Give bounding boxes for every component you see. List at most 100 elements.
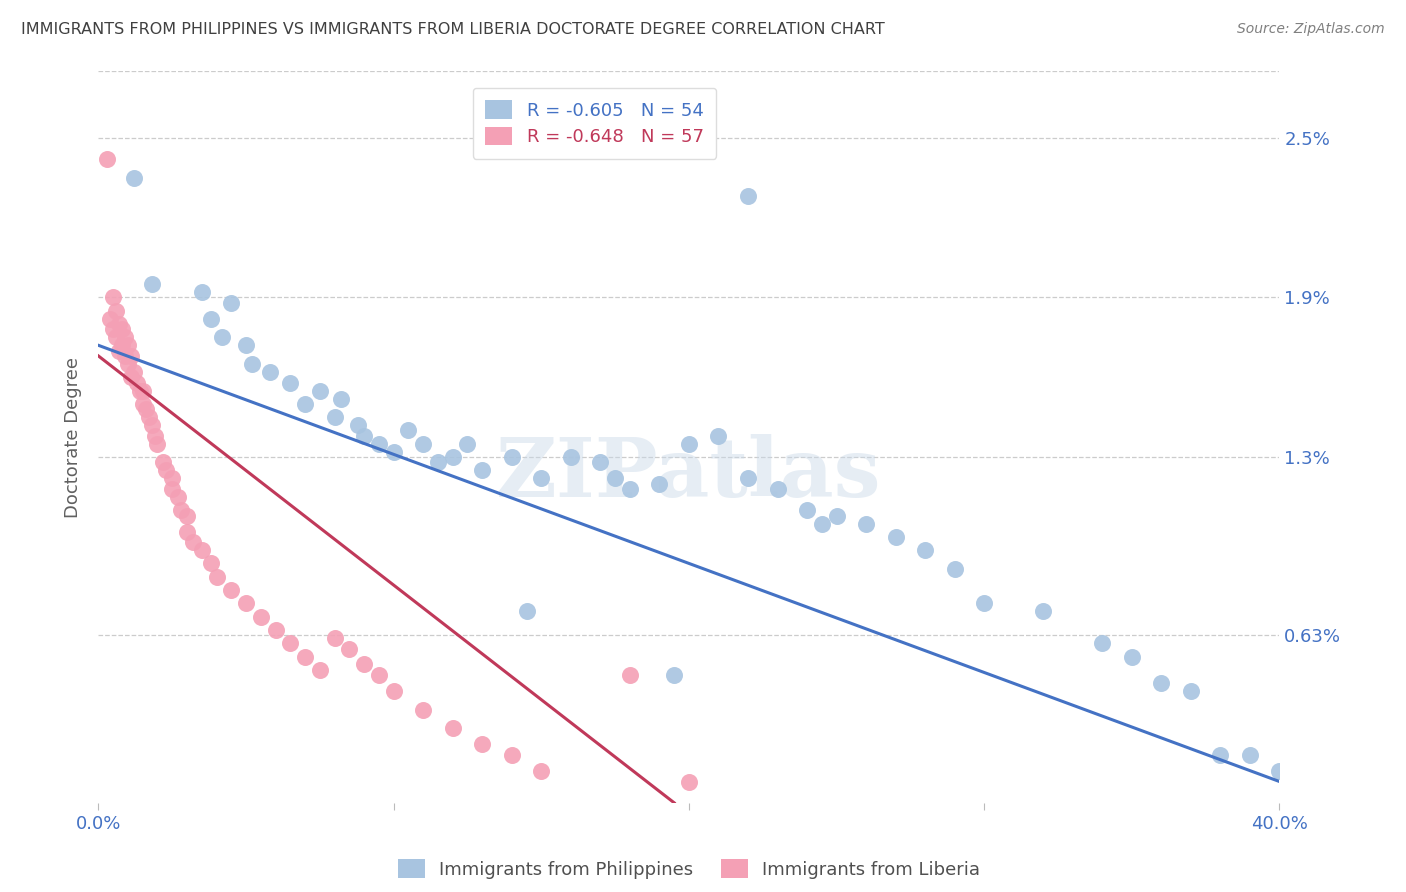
- Point: [516, 604, 538, 618]
- Point: [825, 508, 848, 523]
- Point: [111, 338, 134, 352]
- Point: [117, 338, 139, 352]
- Point: [167, 490, 190, 504]
- Point: [128, 384, 150, 398]
- Point: [221, 295, 243, 310]
- Point: [412, 703, 434, 717]
- Point: [589, 455, 612, 469]
- Point: [471, 737, 494, 751]
- Point: [280, 376, 302, 390]
- Point: [146, 436, 169, 450]
- Point: [191, 543, 214, 558]
- Point: [382, 684, 405, 698]
- Point: [152, 455, 174, 469]
- Point: [122, 170, 145, 185]
- Point: [382, 444, 405, 458]
- Point: [1032, 604, 1054, 618]
- Point: [141, 277, 163, 292]
- Point: [162, 482, 183, 496]
- Point: [132, 384, 155, 398]
- Point: [707, 429, 730, 443]
- Point: [398, 424, 420, 438]
- Point: [884, 530, 907, 544]
- Point: [855, 516, 877, 531]
- Point: [117, 357, 139, 371]
- Point: [368, 668, 391, 682]
- Point: [427, 455, 450, 469]
- Point: [664, 668, 686, 682]
- Point: [132, 397, 155, 411]
- Text: Source: ZipAtlas.com: Source: ZipAtlas.com: [1237, 22, 1385, 37]
- Point: [530, 764, 553, 778]
- Point: [191, 285, 214, 299]
- Point: [353, 429, 375, 443]
- Point: [200, 557, 222, 571]
- Point: [973, 596, 995, 610]
- Point: [294, 649, 316, 664]
- Point: [98, 311, 121, 326]
- Point: [96, 152, 118, 166]
- Point: [240, 357, 263, 371]
- Point: [108, 317, 131, 331]
- Point: [264, 623, 287, 637]
- Point: [143, 429, 166, 443]
- Point: [329, 392, 352, 406]
- Point: [619, 482, 641, 496]
- Point: [122, 365, 145, 379]
- Point: [138, 410, 160, 425]
- Point: [347, 418, 370, 433]
- Point: [105, 330, 128, 344]
- Point: [353, 657, 375, 672]
- Point: [141, 418, 163, 433]
- Point: [501, 747, 523, 762]
- Point: [162, 471, 183, 485]
- Point: [323, 410, 346, 425]
- Point: [176, 524, 198, 539]
- Point: [155, 463, 177, 477]
- Point: [135, 402, 157, 417]
- Point: [235, 596, 257, 610]
- Point: [943, 562, 966, 576]
- Text: IMMIGRANTS FROM PHILIPPINES VS IMMIGRANTS FROM LIBERIA DOCTORATE DEGREE CORRELAT: IMMIGRANTS FROM PHILIPPINES VS IMMIGRANT…: [21, 22, 884, 37]
- Point: [211, 330, 233, 344]
- Point: [181, 535, 204, 549]
- Point: [811, 516, 834, 531]
- Point: [1091, 636, 1114, 650]
- Point: [471, 463, 494, 477]
- Point: [103, 322, 125, 336]
- Point: [170, 503, 193, 517]
- Point: [111, 322, 134, 336]
- Point: [114, 330, 136, 344]
- Point: [737, 189, 759, 203]
- Point: [1180, 684, 1202, 698]
- Point: [530, 471, 553, 485]
- Point: [103, 290, 125, 304]
- Point: [678, 774, 700, 789]
- Point: [108, 343, 131, 358]
- Point: [280, 636, 302, 650]
- Point: [1121, 649, 1143, 664]
- Y-axis label: Doctorate Degree: Doctorate Degree: [65, 357, 83, 517]
- Point: [259, 365, 281, 379]
- Point: [678, 436, 700, 450]
- Point: [125, 376, 148, 390]
- Point: [1209, 747, 1232, 762]
- Point: [235, 338, 257, 352]
- Point: [368, 436, 391, 450]
- Point: [560, 450, 582, 464]
- Point: [205, 570, 228, 584]
- Point: [914, 543, 936, 558]
- Text: ZIPatlas: ZIPatlas: [496, 434, 882, 514]
- Point: [501, 450, 523, 464]
- Point: [457, 436, 479, 450]
- Point: [412, 436, 434, 450]
- Point: [120, 370, 142, 384]
- Point: [605, 471, 627, 485]
- Point: [176, 508, 198, 523]
- Point: [294, 397, 316, 411]
- Point: [120, 349, 142, 363]
- Point: [250, 609, 273, 624]
- Point: [200, 311, 222, 326]
- Point: [1268, 764, 1291, 778]
- Point: [309, 663, 332, 677]
